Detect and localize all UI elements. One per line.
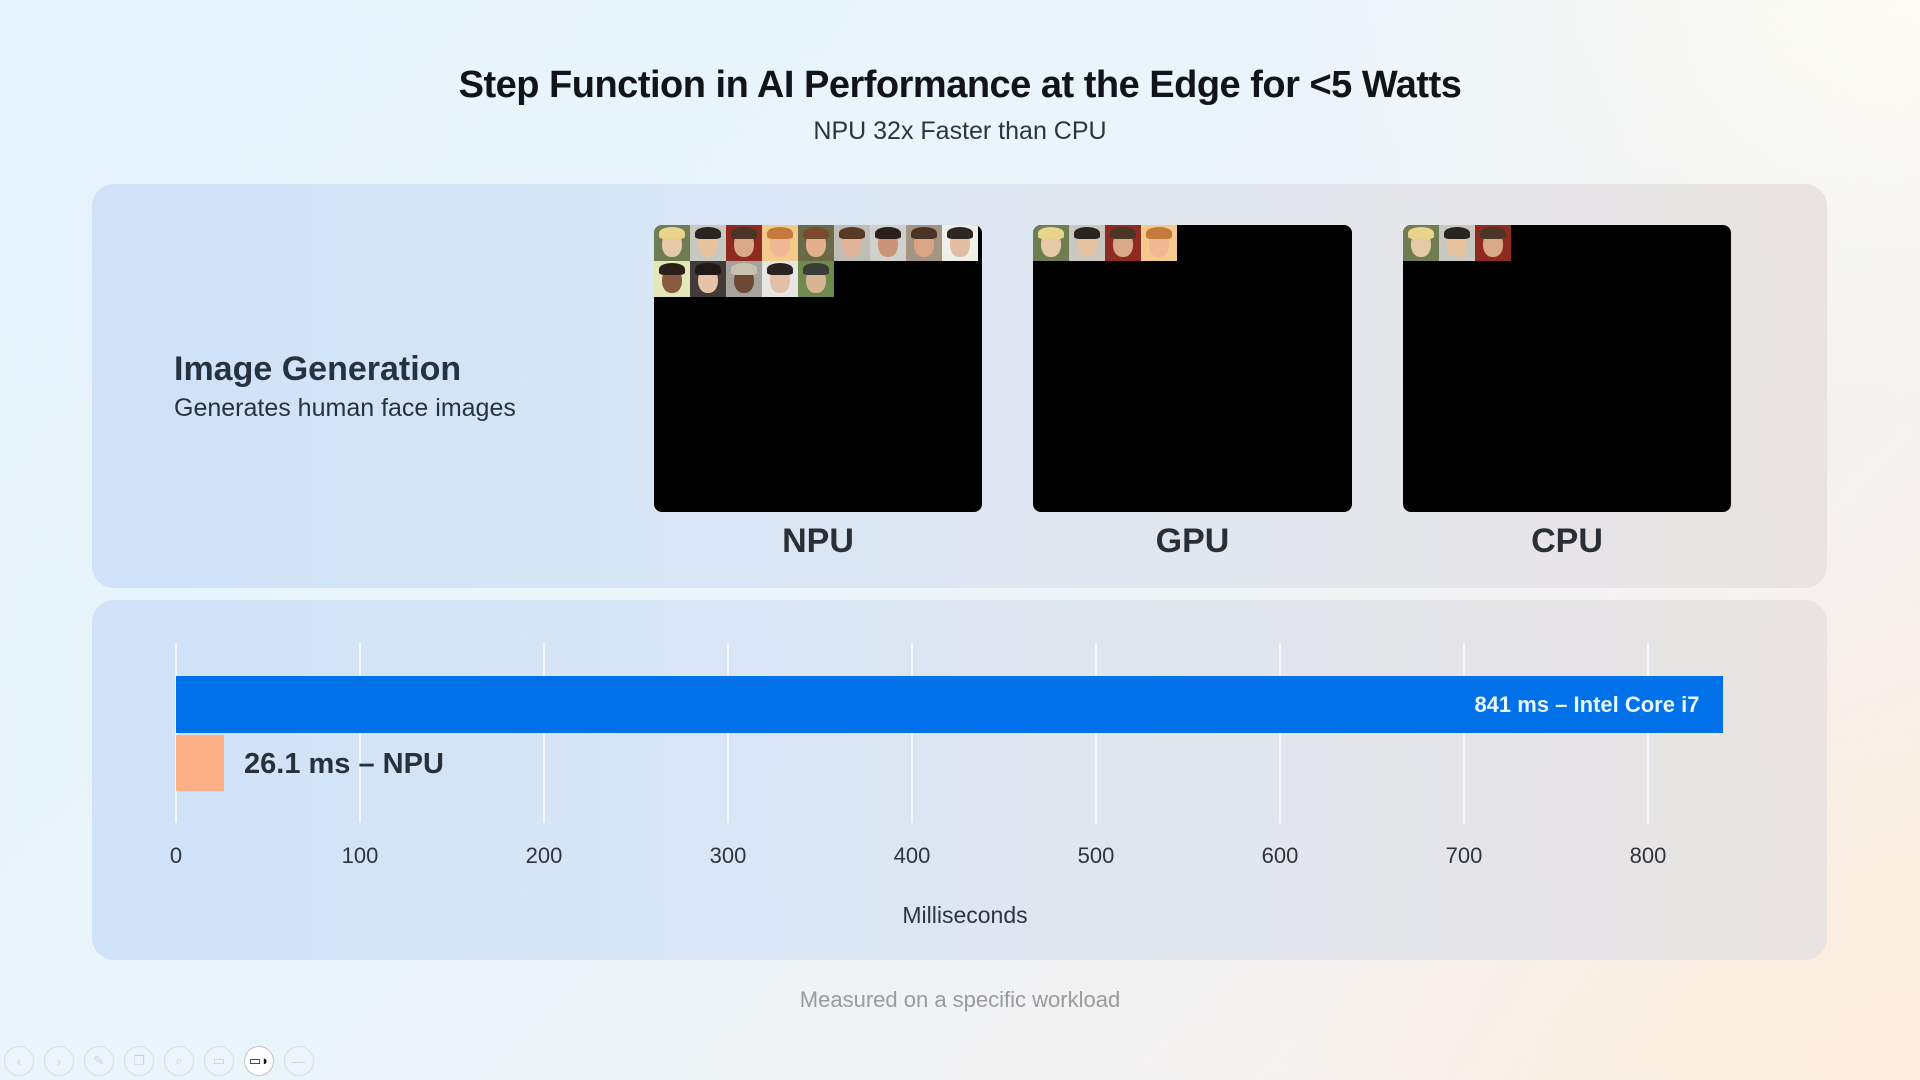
x-tick-label: 300 bbox=[709, 843, 747, 868]
generated-face-image bbox=[798, 261, 834, 297]
generated-face-image bbox=[726, 261, 762, 297]
camera-button[interactable]: ▭◗ bbox=[244, 1046, 274, 1076]
x-axis-title: Milliseconds bbox=[902, 902, 1028, 928]
presentation-toolbar: ‹ › ✎ ❐ ⌕ ▭ ▭◗ — bbox=[4, 1046, 314, 1076]
task-title: Image Generation bbox=[174, 350, 462, 388]
cpu-output-image bbox=[1403, 225, 1731, 512]
camera-icon: ▭◗ bbox=[248, 1053, 270, 1068]
pen-button[interactable]: ✎ bbox=[84, 1046, 114, 1076]
generated-face-image bbox=[654, 261, 690, 297]
cpu-bar-label: 841 ms – Intel Core i7 bbox=[1474, 691, 1700, 717]
more-icon: — bbox=[292, 1053, 306, 1069]
x-tick-label: 500 bbox=[1077, 843, 1115, 868]
gridline bbox=[727, 643, 729, 823]
gridline bbox=[1095, 643, 1097, 823]
face-grid bbox=[1033, 225, 1352, 261]
next-icon: › bbox=[56, 1053, 62, 1069]
generated-face-image bbox=[690, 261, 726, 297]
npu-label: NPU bbox=[782, 522, 854, 560]
generated-face-image bbox=[1439, 225, 1475, 261]
gridline bbox=[1647, 643, 1649, 823]
generated-face-image bbox=[726, 225, 762, 261]
x-tick-label: 700 bbox=[1445, 843, 1483, 868]
generated-face-image bbox=[798, 225, 834, 261]
zoom-icon: ⌕ bbox=[175, 1053, 183, 1068]
generated-face-image bbox=[1069, 225, 1105, 261]
generated-face-image bbox=[906, 225, 942, 261]
x-tick-label: 800 bbox=[1629, 843, 1667, 868]
gridline bbox=[543, 643, 545, 823]
x-tick-label: 0 bbox=[169, 843, 183, 868]
subtitles-button[interactable]: ▭ bbox=[204, 1046, 234, 1076]
gridline bbox=[1463, 643, 1465, 823]
generated-face-image bbox=[1105, 225, 1141, 261]
gpu-label: GPU bbox=[1155, 522, 1230, 560]
npu-bar-label: 26.1 ms – NPU bbox=[244, 748, 444, 780]
gridline bbox=[911, 643, 913, 823]
generated-face-image bbox=[654, 225, 690, 261]
slide-subtitle: NPU 32x Faster than CPU bbox=[813, 117, 1107, 145]
npu-latency-bar bbox=[176, 735, 225, 791]
more-button[interactable]: — bbox=[284, 1046, 314, 1076]
subtitles-icon: ▭ bbox=[212, 1053, 226, 1068]
zoom-button[interactable]: ⌕ bbox=[164, 1046, 194, 1076]
generated-face-image bbox=[1475, 225, 1511, 261]
face-grid bbox=[1403, 225, 1731, 261]
face-grid bbox=[654, 225, 982, 297]
task-description: Generates human face images bbox=[174, 394, 516, 422]
x-tick-label: 200 bbox=[525, 843, 563, 868]
gridline bbox=[359, 643, 361, 823]
previous-button[interactable]: ‹ bbox=[4, 1046, 34, 1076]
generated-face-image bbox=[690, 225, 726, 261]
generated-face-image bbox=[942, 225, 978, 261]
gridline bbox=[1279, 643, 1281, 823]
cpu-label: CPU bbox=[1531, 522, 1603, 560]
npu-output-image bbox=[654, 225, 982, 512]
generated-face-image bbox=[870, 225, 906, 261]
previous-icon: ‹ bbox=[16, 1053, 22, 1069]
generated-face-image bbox=[834, 225, 870, 261]
slides-icon: ❐ bbox=[133, 1053, 145, 1068]
generated-face-image bbox=[1033, 225, 1069, 261]
generated-face-image bbox=[1403, 225, 1439, 261]
x-tick-label: 600 bbox=[1261, 843, 1299, 868]
slides-button[interactable]: ❐ bbox=[124, 1046, 154, 1076]
next-button[interactable]: › bbox=[44, 1046, 74, 1076]
gridline bbox=[175, 643, 177, 823]
generated-face-image bbox=[762, 261, 798, 297]
generated-face-image bbox=[1141, 225, 1177, 261]
gpu-output-image bbox=[1033, 225, 1352, 512]
latency-chart-panel bbox=[92, 600, 1827, 960]
x-tick-label: 400 bbox=[893, 843, 931, 868]
cpu-latency-bar: 841 ms – Intel Core i7 bbox=[176, 676, 1724, 733]
footnote: Measured on a specific workload bbox=[799, 987, 1121, 1012]
generated-face-image bbox=[762, 225, 798, 261]
slide-title: Step Function in AI Performance at the E… bbox=[458, 64, 1462, 106]
x-tick-label: 100 bbox=[341, 843, 379, 868]
pen-icon: ✎ bbox=[93, 1053, 105, 1068]
